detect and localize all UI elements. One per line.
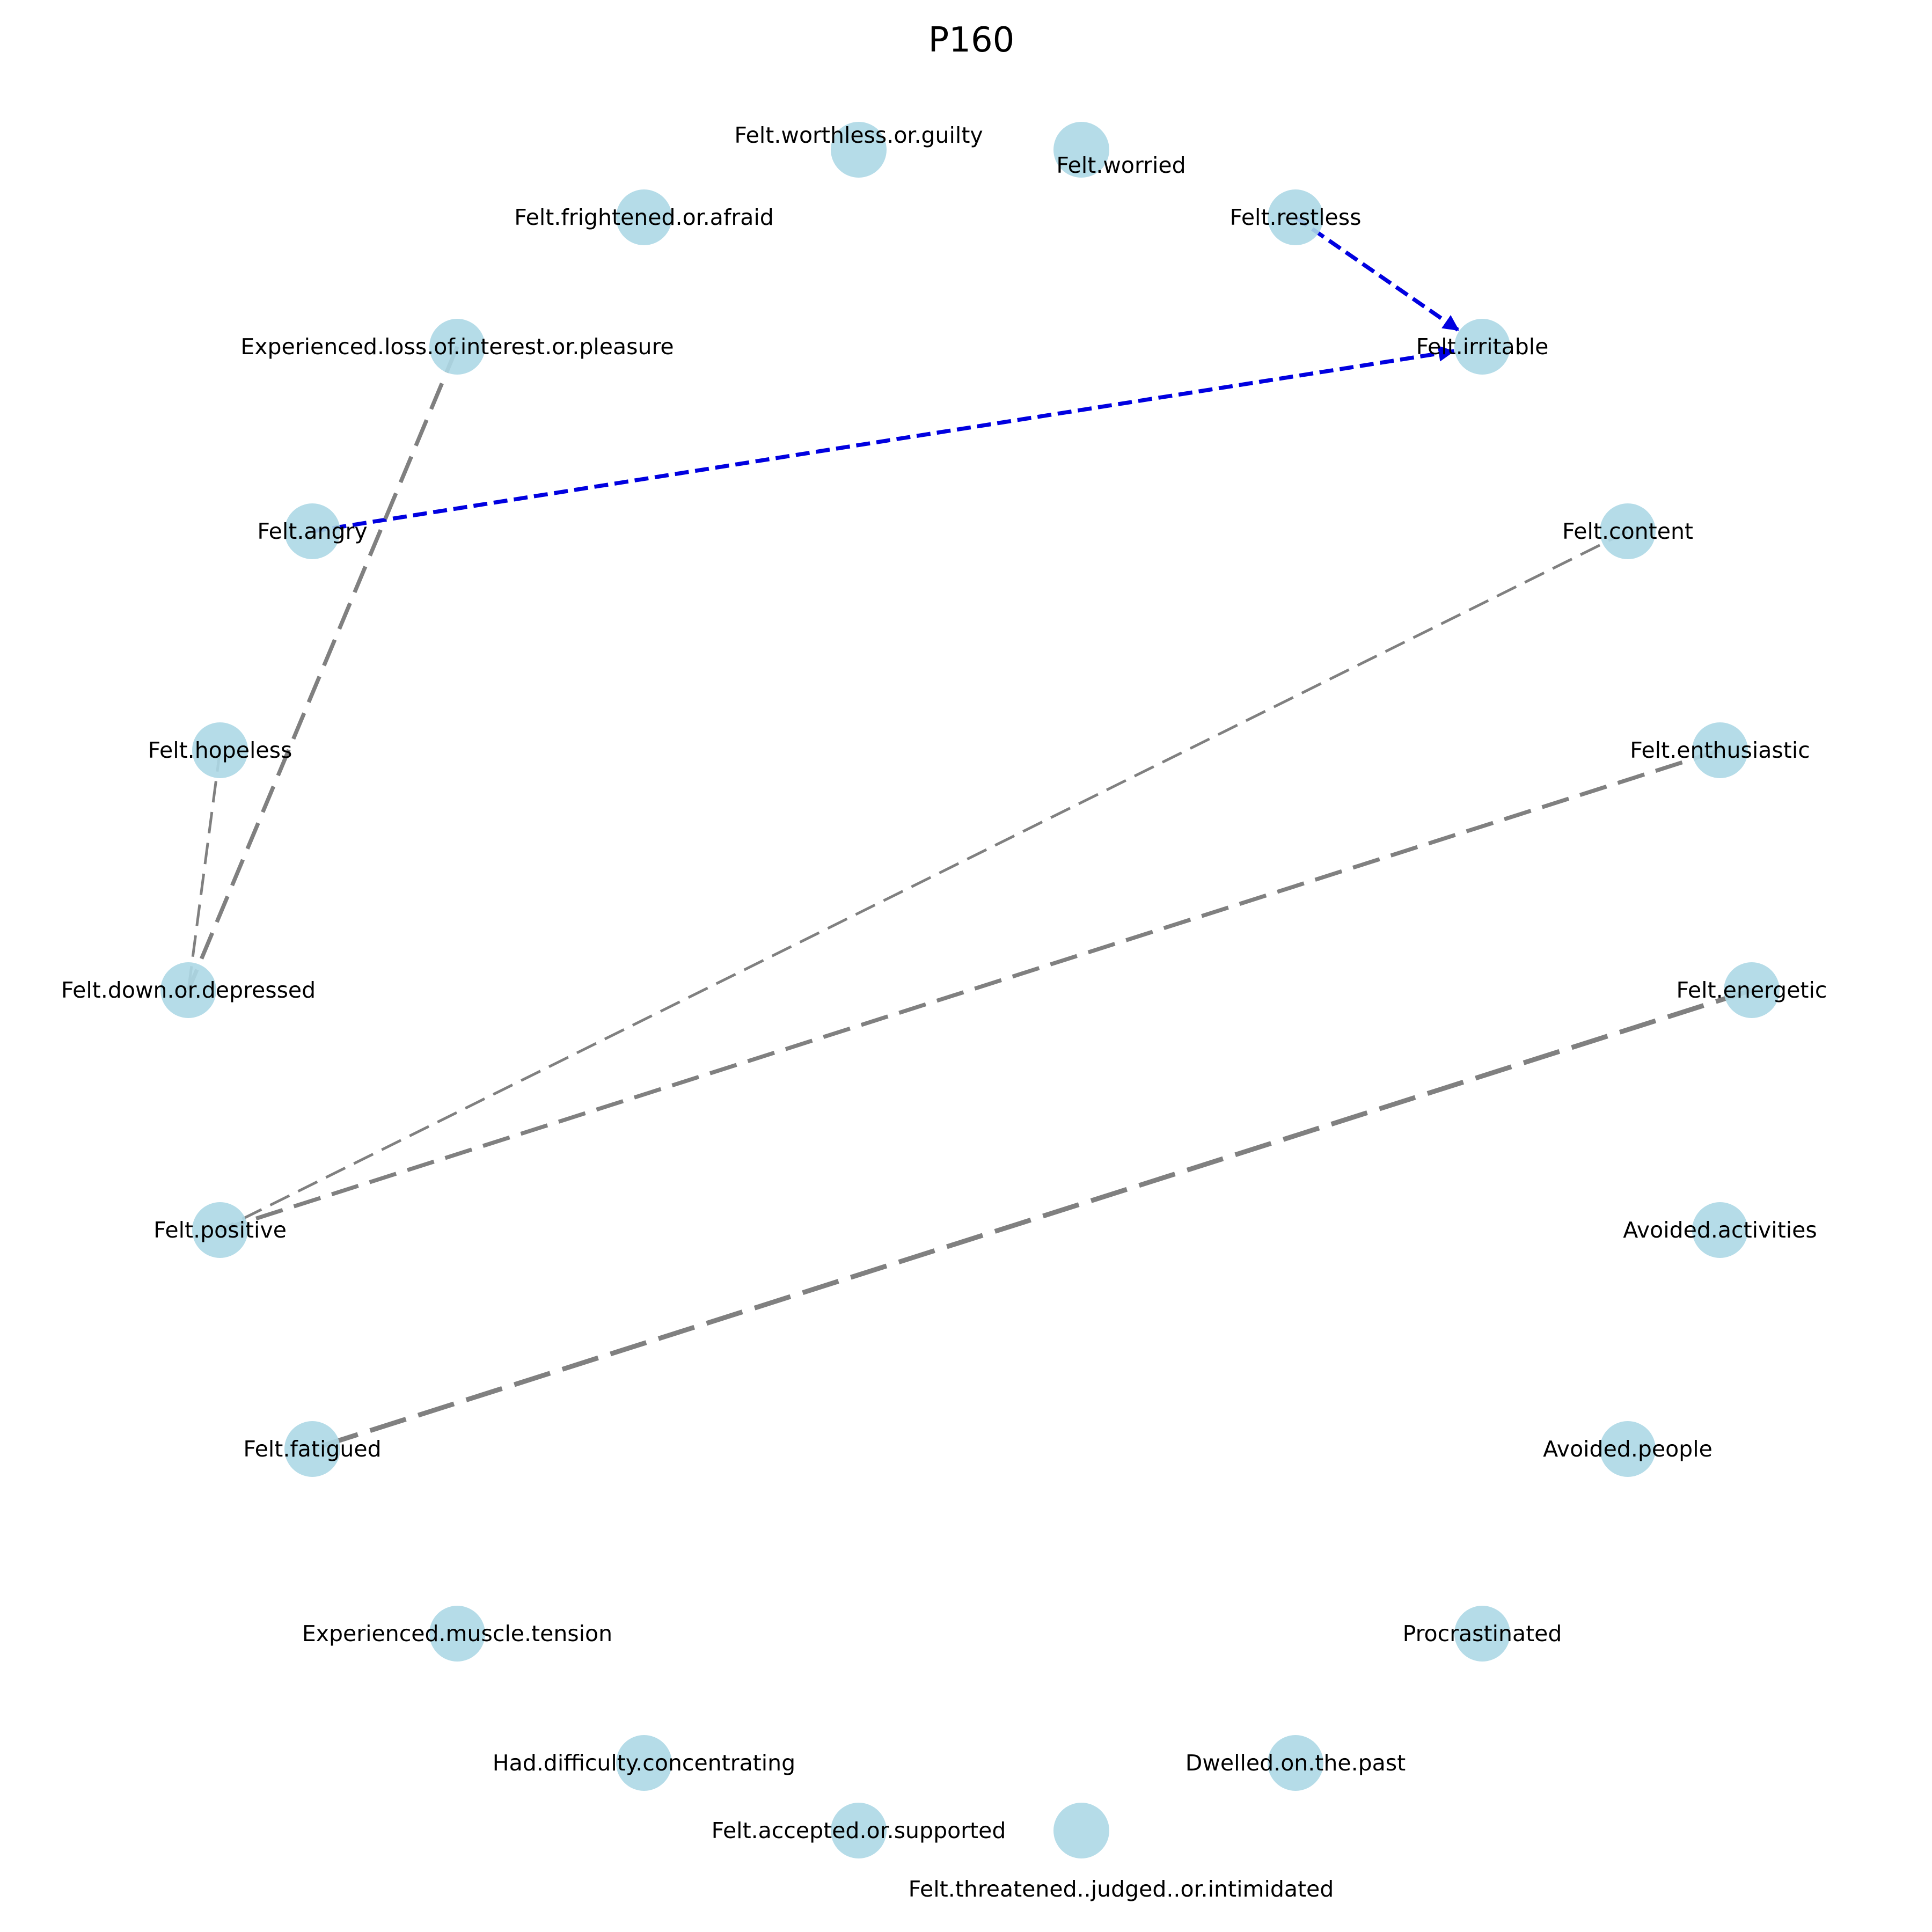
node-angry [284,503,340,559]
node-hopeless [192,722,248,778]
node-label-worried: Felt.worried [1056,152,1185,178]
node-label-positive: Felt.positive [153,1217,287,1243]
node-avoided_people [1600,1421,1656,1477]
edge-enthusiastic-positive [219,748,1721,1232]
node-label-angry: Felt.angry [257,518,367,544]
labels-layer: Felt.worthless.or.guilty Felt.worried Felt… [61,122,1827,1902]
node-label-threatened: Felt.threatened..judged..or.intimidated [909,1876,1334,1902]
node-dwelled [1268,1735,1323,1791]
node-label-worthless: Felt.worthless.or.guilty [734,122,983,148]
node-label-frightened: Felt.frightened.or.afraid [514,204,774,230]
node-label-procrastinated: Procrastinated [1403,1621,1562,1646]
edge-loss_interest-down [186,346,459,991]
graph-title: P160 [928,20,1015,60]
node-label-muscle: Experienced.muscle.tension [302,1621,612,1646]
node-energetic [1724,962,1780,1018]
node-label-restless: Felt.restless [1230,204,1361,230]
node-positive [192,1202,248,1258]
node-accepted [831,1803,887,1858]
edge-restless-irritable [1294,215,1461,333]
node-label-loss_interest: Experienced.loss.of.interest.or.pleasure [240,334,674,360]
node-label-down: Felt.down.or.depressed [61,977,316,1003]
node-label-irritable: Felt.irritable [1416,334,1549,360]
node-label-content: Felt.content [1562,518,1693,544]
node-avoided_activities [1692,1202,1748,1258]
edge-energetic-fatigued [311,987,1753,1452]
node-content [1600,503,1656,559]
node-muscle [429,1606,485,1662]
edges-layer [186,215,1753,1452]
node-threatened [1053,1803,1109,1858]
node-worried [1053,122,1109,178]
node-irritable [1454,319,1510,375]
node-down [160,962,216,1018]
node-label-accepted: Felt.accepted.or.supported [712,1818,1006,1843]
node-loss_interest [429,319,485,375]
node-label-avoided_people: Avoided.people [1543,1436,1713,1462]
node-label-hopeless: Felt.hopeless [148,737,292,763]
node-frightened [616,189,672,245]
node-restless [1268,189,1323,245]
node-label-enthusiastic: Felt.enthusiastic [1630,737,1810,763]
node-label-energetic: Felt.energetic [1677,977,1827,1003]
edge-content-positive [219,530,1629,1232]
node-procrastinated [1454,1606,1510,1662]
edge-angry-irritable [312,345,1455,533]
node-label-dwelled: Dwelled.on.the.past [1185,1750,1406,1776]
node-fatigued [284,1421,340,1477]
node-enthusiastic [1692,722,1748,778]
nodes-layer [160,122,1780,1858]
edge-hopeless-down [187,750,222,991]
node-worthless [831,122,887,178]
node-label-avoided_activities: Avoided.activities [1623,1217,1817,1243]
node-concentrating [616,1735,672,1791]
node-label-fatigued: Felt.fatigued [243,1436,381,1462]
node-label-concentrating: Had.difficulty.concentrating [493,1750,795,1776]
